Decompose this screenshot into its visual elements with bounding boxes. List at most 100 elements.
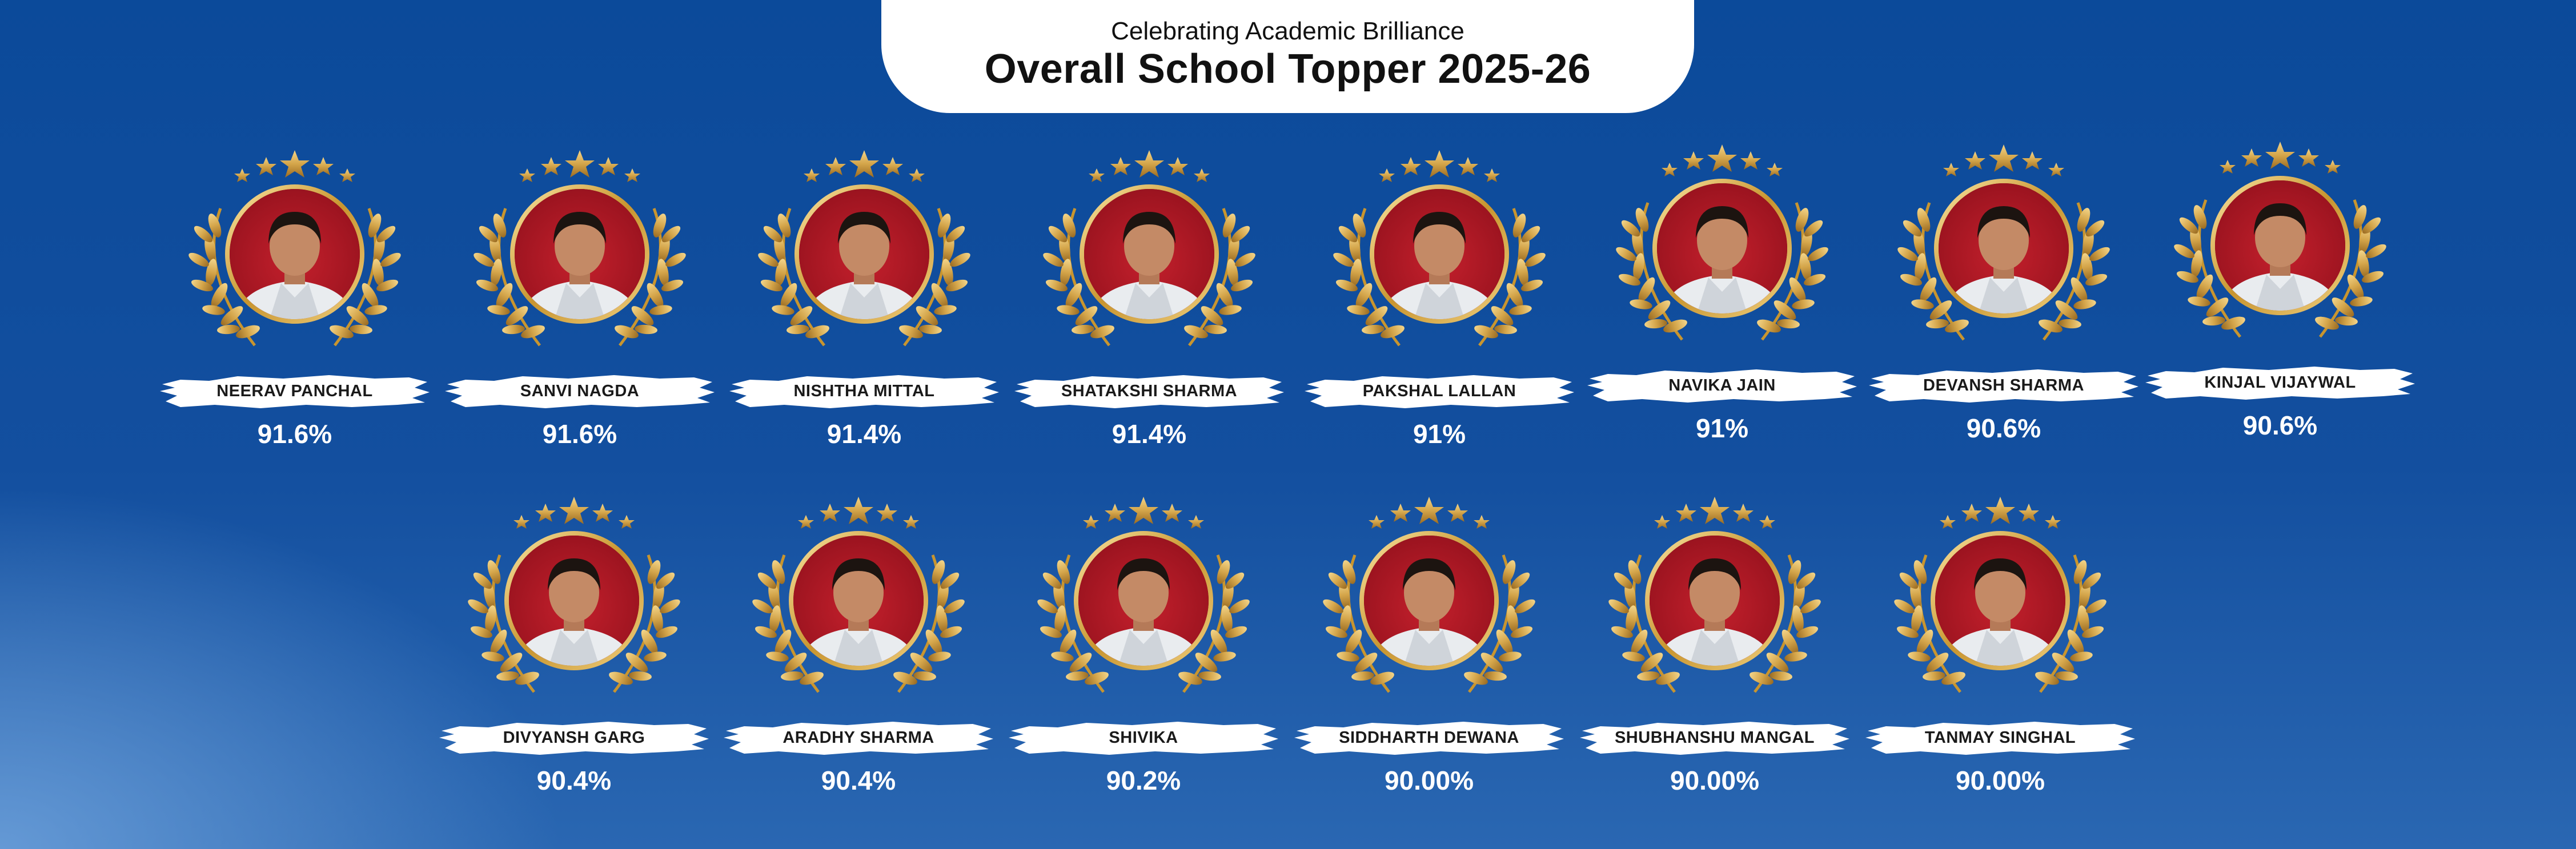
student-name: TANMAY SINGHAL [1924,729,2076,747]
student-photo [1084,189,1214,319]
student-score: 90.4% [536,766,612,795]
topper-card-1: NEERAV PANCHAL 91.6% [158,146,432,465]
student-photo [1364,536,1494,666]
topper-card-6: NAVIKA JAIN 91% [1585,140,1859,460]
brush-stroke-banner [724,722,993,755]
student-name: SHIVIKA [1109,729,1178,747]
student-silhouette-icon [520,212,639,319]
stars-icon [1379,150,1500,182]
student-score: 90.00% [1670,766,1759,795]
student-score: 90.00% [1384,766,1474,795]
student-silhouette-icon [235,212,354,319]
stars-icon [2220,142,2341,174]
student-score: 90.6% [1966,413,2041,443]
student-photo [509,536,639,666]
header-subtitle: Celebrating Academic Brilliance [1111,17,1464,45]
stars-icon [513,497,635,529]
brush-stroke-banner [1869,369,2138,403]
student-photo [515,189,645,319]
topper-card-14: TANMAY SINGHAL 90.00% [1863,492,2137,812]
student-photo [799,189,929,319]
topper-card-5: PAKSHAL LALLAN 91% [1302,146,1576,465]
brush-stroke-banner [1014,375,1284,408]
student-name: KINJAL VIJAYWAL [2204,373,2356,392]
stars-icon [1662,144,1783,176]
stars-icon [1089,150,1210,182]
topper-card-11: SHIVIKA 90.2% [1006,492,1281,812]
brush-stroke-banner [729,375,999,408]
student-silhouette-icon [1084,558,1203,666]
student-silhouette-icon [2221,203,2340,311]
stars-icon [798,497,919,529]
brush-stroke-banner [160,375,430,408]
brush-stroke-banner [445,375,715,408]
topper-card-8: KINJAL VIJAYWAL 90.6% [2143,137,2417,457]
student-silhouette-icon [515,558,633,666]
student-name: SHATAKSHI SHARMA [1061,382,1238,400]
student-silhouette-icon [1655,558,1774,666]
student-photo [1078,536,1209,666]
student-name: PAKSHAL LALLAN [1362,382,1516,400]
student-silhouette-icon [805,212,924,319]
brush-stroke-banner [1305,375,1574,408]
student-silhouette-icon [799,558,918,666]
student-photo [2215,180,2345,311]
topper-card-9: DIVYANSH GARG 90.4% [437,492,711,812]
student-photo [1657,183,1787,313]
stars-icon [804,150,925,182]
student-name: NAVIKA JAIN [1668,376,1776,395]
student-score: 90.4% [821,766,896,795]
student-score: 91.6% [257,419,332,449]
stars-icon [234,150,355,182]
stars-icon [519,150,640,182]
student-silhouette-icon [1941,558,2060,666]
topper-card-10: ARADHY SHARMA 90.4% [721,492,996,812]
student-silhouette-icon [1380,212,1499,319]
student-silhouette-icon [1090,212,1209,319]
student-silhouette-icon [1370,558,1488,666]
student-photo [1939,183,2069,313]
topper-card-2: SANVI NAGDA 91.6% [443,146,717,465]
student-name: ARADHY SHARMA [783,729,934,747]
student-photo [230,189,360,319]
brush-stroke-banner [1294,722,1564,755]
student-name: SHUBHANSHU MANGAL [1614,729,1815,747]
student-photo [1374,189,1504,319]
student-name: SIDDHARTH DEWANA [1339,729,1519,747]
topper-card-12: SIDDHARTH DEWANA 90.00% [1292,492,1566,812]
student-photo [793,536,924,666]
brush-stroke-banner [439,722,709,755]
student-score: 91.4% [1112,419,1187,449]
topper-card-13: SHUBHANSHU MANGAL 90.00% [1578,492,1852,812]
student-name: NISHTHA MITTAL [793,382,935,400]
student-silhouette-icon [1944,206,2063,313]
student-name: DIVYANSH GARG [503,729,645,747]
stars-icon [1654,497,1775,529]
brush-stroke-banner [1580,722,1849,755]
student-score: 91% [1413,419,1466,449]
topper-card-7: DEVANSH SHARMA 90.6% [1867,140,2141,460]
stars-icon [1943,144,2064,176]
student-score: 90.2% [1106,766,1181,795]
topper-card-3: NISHTHA MITTAL 91.4% [727,146,1001,465]
student-photo [1935,536,2065,666]
page-title: Overall School Topper 2025-26 [984,46,1591,92]
student-photo [1650,536,1780,666]
student-score: 90.00% [1955,766,2045,795]
stars-icon [1369,497,1490,529]
student-score: 91.6% [542,419,617,449]
brush-stroke-banner [1865,722,2135,755]
student-name: NEERAV PANCHAL [216,382,373,400]
brush-stroke-banner [1009,722,1278,755]
brush-stroke-banner [2145,367,2415,400]
student-name: SANVI NAGDA [520,382,640,400]
stars-icon [1940,497,2061,529]
topper-card-4: SHATAKSHI SHARMA 91.4% [1012,146,1286,465]
header-banner: Celebrating Academic Brilliance Overall … [881,0,1694,113]
stars-icon [1083,497,1204,529]
student-score: 90.6% [2242,411,2318,440]
student-score: 91.4% [826,419,902,449]
student-score: 91% [1695,413,1749,443]
brush-stroke-banner [1587,369,1857,403]
student-silhouette-icon [1663,206,1781,313]
